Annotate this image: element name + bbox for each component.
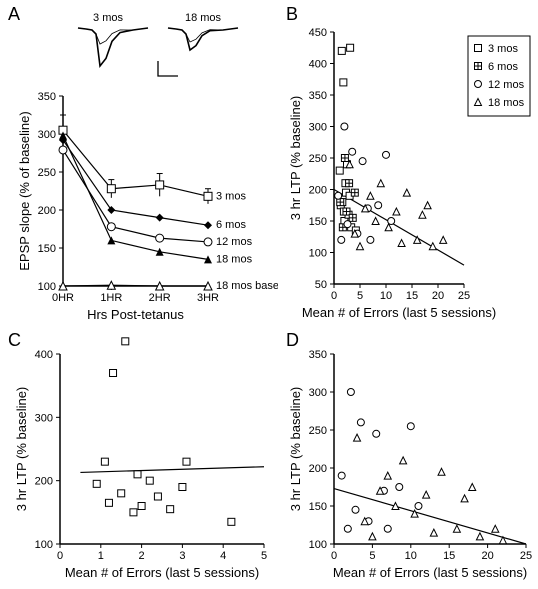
panel-c-chart: 0 1 2 3 4 5 100 200 300 400 Mean # of Errors (last…: [8, 336, 278, 586]
svg-text:6 mos: 6 mos: [488, 61, 518, 73]
svg-text:4: 4: [220, 550, 226, 562]
svg-text:5: 5: [261, 550, 267, 562]
svg-text:12 mos: 12 mos: [488, 79, 525, 91]
svg-text:18 mos: 18 mos: [185, 12, 222, 24]
svg-text:150: 150: [309, 501, 327, 513]
svg-text:350: 350: [309, 90, 327, 102]
panel-d-chart: 0 5 10 15 20 25 100 150 200 250 300 350 Mean # of Er…: [282, 336, 538, 586]
svg-text:15: 15: [443, 550, 455, 562]
svg-text:50: 50: [315, 279, 327, 291]
svg-text:Mean # of Errors (last 5 sessi: Mean # of Errors (last 5 sessions): [65, 565, 259, 580]
svg-text:EPSP slope (% of baseline): EPSP slope (% of baseline): [17, 111, 32, 270]
svg-text:Hrs Post-tetanus: Hrs Post-tetanus: [87, 307, 184, 322]
svg-text:350: 350: [38, 91, 56, 103]
svg-text:3 hr LTP (% baseline): 3 hr LTP (% baseline): [288, 96, 303, 221]
svg-text:400: 400: [309, 59, 327, 71]
svg-text:100: 100: [35, 539, 53, 551]
svg-text:1: 1: [98, 550, 104, 562]
svg-text:200: 200: [309, 185, 327, 197]
svg-text:300: 300: [309, 122, 327, 134]
svg-text:200: 200: [38, 205, 56, 217]
svg-text:5: 5: [369, 550, 375, 562]
svg-text:200: 200: [35, 476, 53, 488]
svg-text:300: 300: [35, 412, 53, 424]
panel-b-chart: 0 5 10 15 20 25 50 100 150 200 250 300 350 400 450 Mean…: [282, 6, 538, 326]
svg-text:10: 10: [405, 550, 417, 562]
svg-text:0: 0: [331, 550, 337, 562]
svg-text:18 mos: 18 mos: [488, 97, 525, 109]
svg-text:250: 250: [309, 153, 327, 165]
svg-text:100: 100: [38, 281, 56, 293]
svg-text:100: 100: [309, 539, 327, 551]
svg-text:200: 200: [309, 463, 327, 475]
svg-text:1HR: 1HR: [100, 292, 122, 304]
svg-text:12 mos: 12 mos: [216, 236, 253, 248]
svg-text:25: 25: [458, 290, 470, 302]
svg-text:3 mos: 3 mos: [216, 190, 246, 202]
svg-text:150: 150: [38, 243, 56, 255]
svg-text:3HR: 3HR: [197, 292, 219, 304]
svg-text:0HR: 0HR: [52, 292, 74, 304]
svg-text:3 mos: 3 mos: [93, 12, 123, 24]
svg-text:18 mos: 18 mos: [216, 253, 253, 265]
svg-text:250: 250: [38, 167, 56, 179]
svg-text:400: 400: [35, 349, 53, 361]
svg-text:0: 0: [57, 550, 63, 562]
svg-text:Mean # of Errors (last 5 sessi: Mean # of Errors (last 5 sessions): [302, 305, 496, 320]
svg-text:0: 0: [331, 290, 337, 302]
svg-text:5: 5: [357, 290, 363, 302]
svg-text:2HR: 2HR: [149, 292, 171, 304]
svg-text:2: 2: [139, 550, 145, 562]
svg-text:6 mos: 6 mos: [216, 219, 246, 231]
svg-text:20: 20: [432, 290, 444, 302]
svg-text:3: 3: [179, 550, 185, 562]
svg-text:3 hr LTP (% baseline): 3 hr LTP (% baseline): [288, 387, 303, 512]
svg-text:300: 300: [309, 387, 327, 399]
svg-text:15: 15: [406, 290, 418, 302]
svg-text:20: 20: [481, 550, 493, 562]
svg-text:350: 350: [309, 349, 327, 361]
figure: A B C D 0HR1HR2HR3HR100150200250300350Hr…: [0, 0, 538, 589]
panel-a-chart: 0HR 1HR 2HR 3HR 100 150 200 250 300 350 Hrs Post-t…: [8, 6, 278, 326]
svg-text:25: 25: [520, 550, 532, 562]
svg-text:450: 450: [309, 27, 327, 39]
svg-text:3 mos: 3 mos: [488, 43, 518, 55]
svg-text:300: 300: [38, 129, 56, 141]
svg-text:3 hr LTP (% baseline): 3 hr LTP (% baseline): [14, 387, 29, 512]
svg-text:150: 150: [309, 216, 327, 228]
svg-text:Mean # of Errors (last 5 sessi: Mean # of Errors (last 5 sessions): [333, 565, 527, 580]
svg-text:10: 10: [380, 290, 392, 302]
svg-text:250: 250: [309, 425, 327, 437]
svg-text:100: 100: [309, 248, 327, 260]
svg-text:18 mos baseline: 18 mos baseline: [216, 280, 278, 292]
